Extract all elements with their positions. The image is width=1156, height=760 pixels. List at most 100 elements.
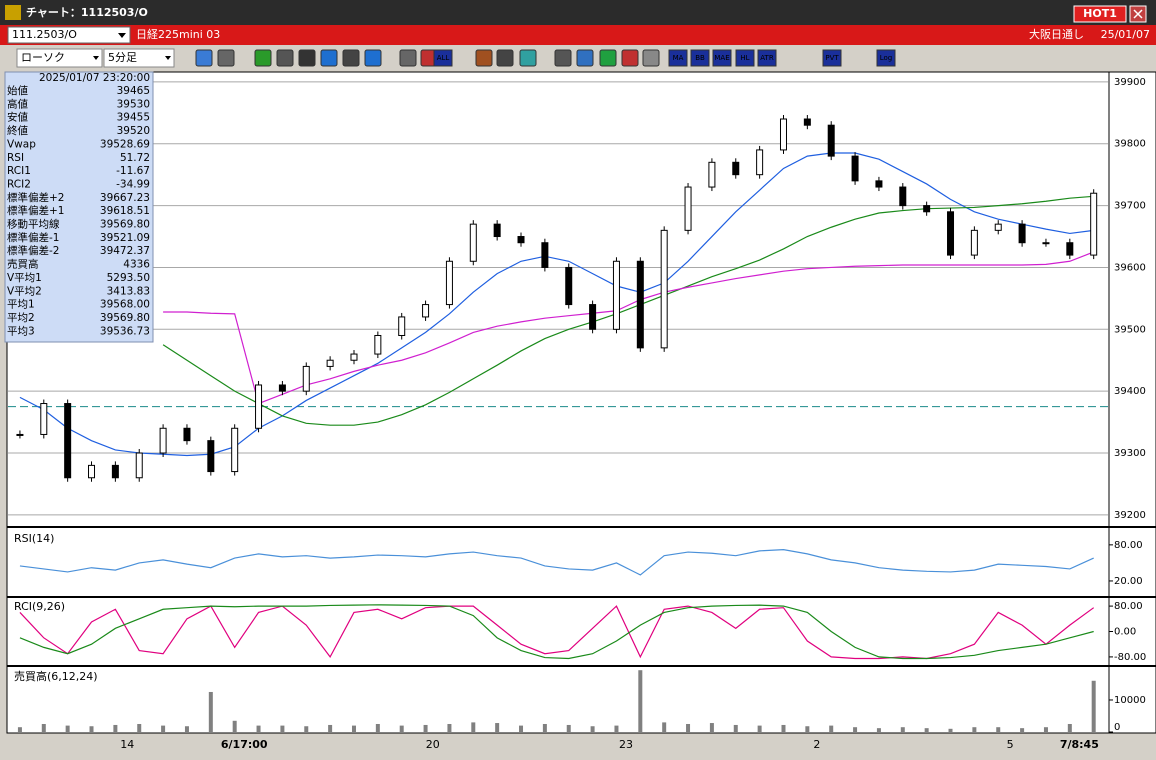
info-label: 始値 xyxy=(7,84,28,97)
volume-bar xyxy=(1067,723,1072,732)
dropdown-arrow xyxy=(165,56,171,60)
volume-bar xyxy=(900,727,905,732)
candle xyxy=(875,180,883,188)
rsi-line xyxy=(19,549,1094,576)
interval-dropdown[interactable] xyxy=(103,48,175,68)
candle xyxy=(612,260,620,330)
toolbar-button[interactable] xyxy=(276,49,294,67)
toolbar-button[interactable] xyxy=(599,49,617,67)
info-value: 39521.09 xyxy=(100,232,150,244)
toolbar-button[interactable] xyxy=(254,49,272,67)
dropdown-arrow xyxy=(93,56,99,60)
interval[interactable]: 5分足 xyxy=(108,51,137,64)
style-dropdown[interactable] xyxy=(16,48,103,68)
toolbar-button-label[interactable]: Log xyxy=(880,54,893,62)
toolbar-button[interactable] xyxy=(298,49,316,67)
volume-bar xyxy=(662,722,667,732)
volume-bar xyxy=(256,725,261,732)
info-label: 移動平均線 xyxy=(7,218,60,231)
close-icon xyxy=(1133,9,1143,19)
info-label: 標準偏差-1 xyxy=(7,231,59,244)
volume-bar xyxy=(709,723,714,732)
volume-bar xyxy=(41,723,46,732)
x-tick-label: 14 xyxy=(120,738,134,751)
y-tick-label: 39500 xyxy=(1114,324,1146,335)
toolbar-icons: ALL MA BB MAE HL ATR PVT Log xyxy=(195,49,896,67)
toolbar-button[interactable] xyxy=(320,49,338,67)
volume-bar xyxy=(566,724,571,732)
toolbar-button[interactable] xyxy=(217,49,235,67)
candle xyxy=(231,427,239,473)
moving-average xyxy=(162,195,1094,426)
volume-bar xyxy=(184,726,189,732)
toolbar-button[interactable] xyxy=(433,49,453,67)
toolbar-button-label[interactable]: MAE xyxy=(714,54,729,62)
y-tick-label: 0.00 xyxy=(1114,627,1136,638)
toolbar-button[interactable] xyxy=(642,49,660,67)
y-tick-label: -80.00 xyxy=(1114,652,1146,663)
info-value: 39530 xyxy=(117,98,150,110)
toolbar-button[interactable] xyxy=(757,49,777,67)
y-tick-label: 39300 xyxy=(1114,448,1146,459)
info-panel: 2025/01/07 23:20:00 始値 39465 高値 39530 安値 39455… xyxy=(4,71,154,343)
toolbar-button[interactable] xyxy=(554,49,572,67)
toolbar-button[interactable] xyxy=(399,49,417,67)
toolbar-button[interactable] xyxy=(735,49,755,67)
volume-bar xyxy=(519,725,524,732)
volume-bar xyxy=(351,725,356,732)
volume-bar xyxy=(280,725,285,732)
candle xyxy=(708,161,716,188)
info-value: 51.72 xyxy=(120,152,150,164)
toolbar-button[interactable] xyxy=(195,49,213,67)
candle xyxy=(207,440,215,473)
info-value: 39569.80 xyxy=(100,312,150,324)
toolbar-button-label[interactable]: HL xyxy=(740,54,749,62)
info-value: 39667.23 xyxy=(100,192,150,204)
toolbar-button[interactable] xyxy=(876,49,896,67)
info-value: 39520 xyxy=(117,125,150,137)
toolbar-button[interactable] xyxy=(690,49,710,67)
toolbar-button-label[interactable]: ATR xyxy=(760,54,774,62)
toolbar-button[interactable] xyxy=(364,49,382,67)
toolbar-button[interactable] xyxy=(519,49,537,67)
volume-bar xyxy=(471,722,476,732)
toolbar-button[interactable] xyxy=(822,49,842,67)
chart-style[interactable]: ローソク xyxy=(21,51,65,64)
toolbar-button[interactable] xyxy=(576,49,594,67)
session: 大阪日通し xyxy=(1029,27,1084,41)
candle xyxy=(1090,192,1098,256)
info-label: RCI1 xyxy=(7,165,31,177)
volume-bar xyxy=(208,691,213,732)
symbol-bar xyxy=(0,25,1156,45)
volume-bar xyxy=(423,724,428,732)
toolbar-button-label[interactable]: BB xyxy=(695,54,705,62)
toolbar-button[interactable] xyxy=(496,49,514,67)
rci-line xyxy=(19,604,1094,660)
toolbar-button[interactable] xyxy=(475,49,493,67)
candle xyxy=(994,223,1002,231)
info-label: 安値 xyxy=(7,111,28,124)
moving-average xyxy=(19,152,1094,457)
symbol-dropdown[interactable] xyxy=(7,26,131,44)
info-label: 平均2 xyxy=(7,312,35,324)
hot-button[interactable] xyxy=(1073,5,1127,23)
toolbar-button-label[interactable]: ALL xyxy=(437,54,450,62)
toolbar-button[interactable] xyxy=(621,49,639,67)
hot-button-label[interactable]: HOT1 xyxy=(1083,7,1117,20)
toolbar-button[interactable] xyxy=(342,49,360,67)
candle xyxy=(302,365,310,392)
toolbar-button[interactable] xyxy=(668,49,688,67)
toolbar-button-label[interactable]: MA xyxy=(673,54,684,62)
volume-bar xyxy=(948,728,953,732)
toolbar-button[interactable] xyxy=(712,49,732,67)
y-tick-label: 39800 xyxy=(1114,139,1146,150)
volume-bar xyxy=(686,723,691,732)
symbol-code[interactable]: 111.2503/O xyxy=(12,28,77,41)
x-tick-label: 7/8:45 xyxy=(1060,738,1099,751)
info-label: V平均1 xyxy=(7,272,42,284)
volume-bar xyxy=(1020,728,1025,732)
candle xyxy=(732,161,740,176)
toolbar-button-label[interactable]: PVT xyxy=(825,54,839,62)
